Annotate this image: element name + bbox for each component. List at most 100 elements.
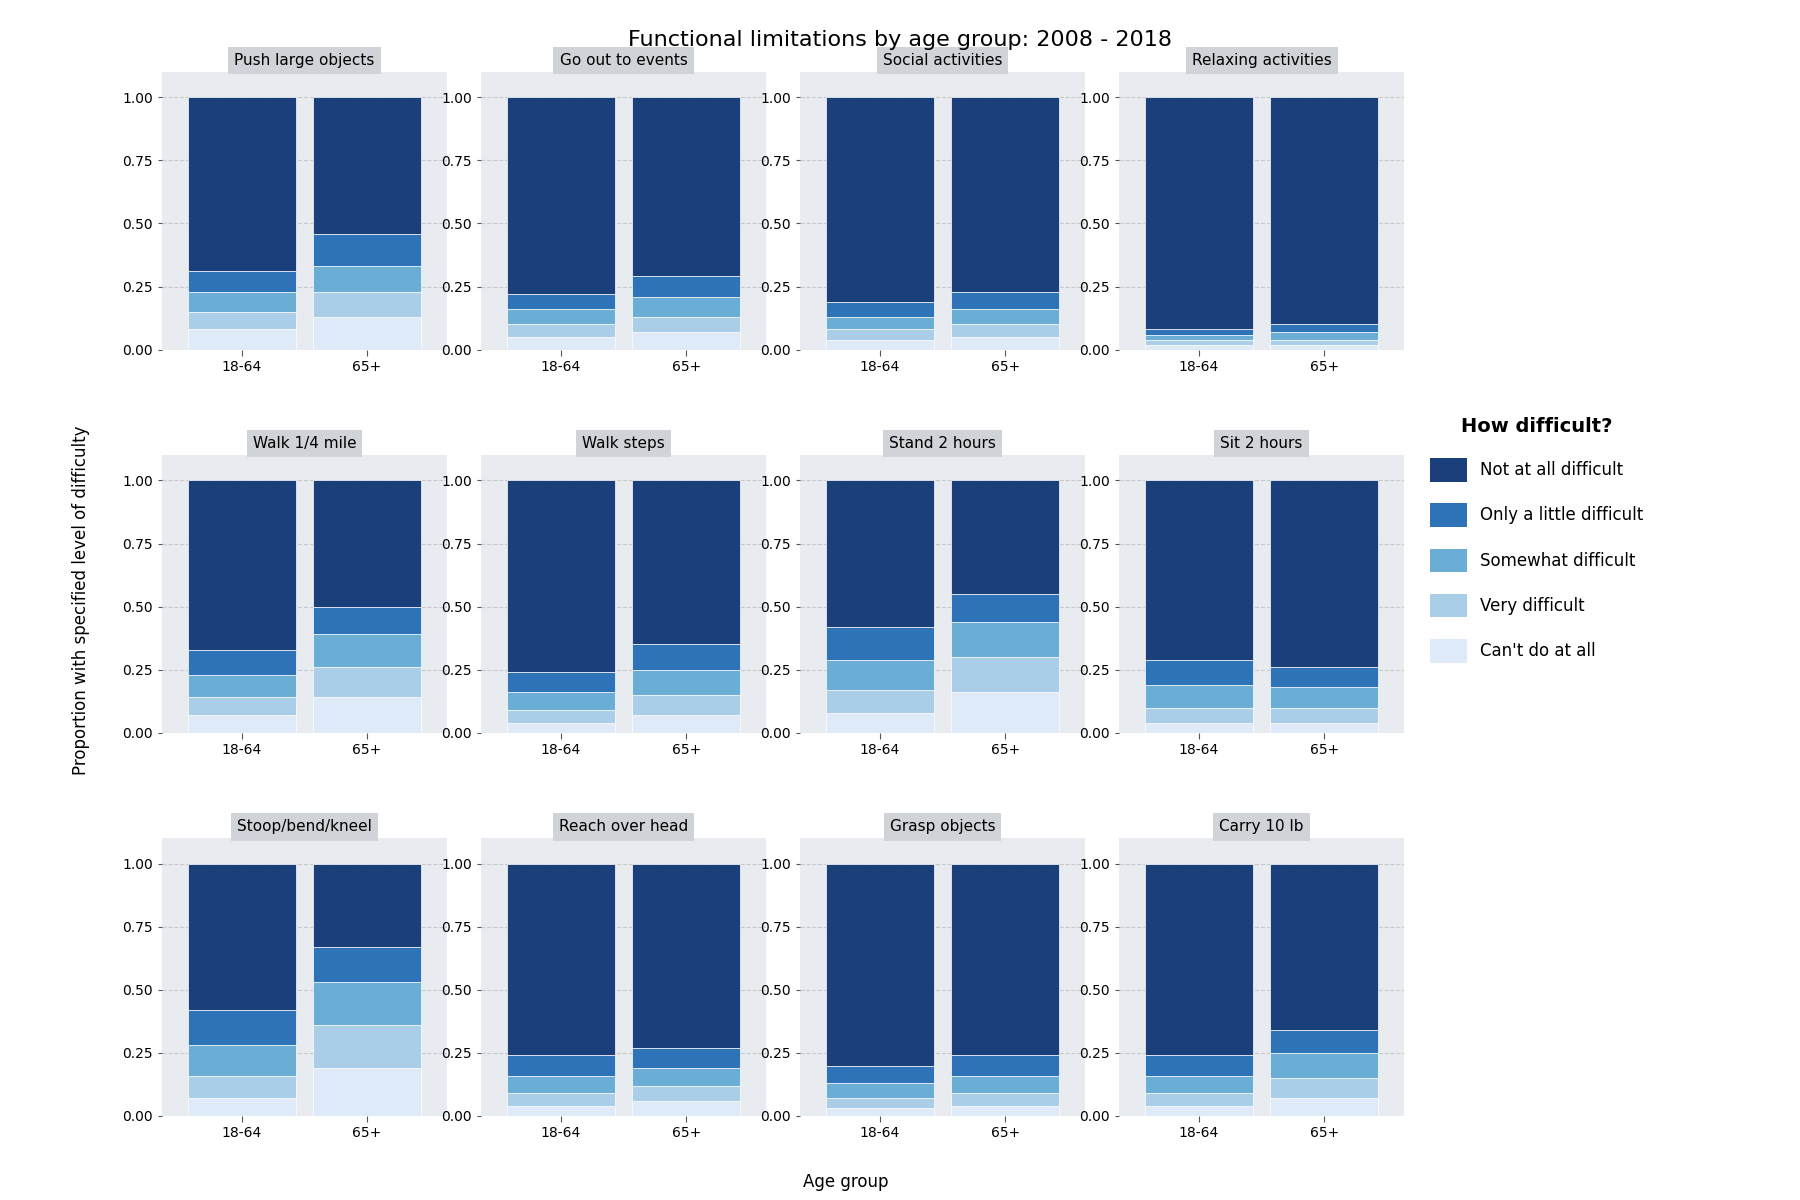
Bar	[187, 1010, 295, 1045]
Bar	[1145, 344, 1253, 349]
Bar	[950, 1075, 1060, 1093]
Bar	[826, 713, 934, 733]
Title: Walk steps: Walk steps	[581, 437, 664, 451]
Bar	[506, 337, 616, 349]
Bar	[950, 1093, 1060, 1106]
Bar	[950, 1056, 1060, 1075]
Bar	[313, 983, 421, 1025]
Title: Grasp objects: Grasp objects	[889, 820, 995, 834]
Bar	[950, 692, 1060, 733]
Bar	[1271, 722, 1379, 733]
Bar	[313, 667, 421, 697]
Bar	[1145, 1056, 1253, 1075]
Bar	[632, 1048, 740, 1068]
Bar	[1145, 660, 1253, 685]
Bar	[506, 1075, 616, 1093]
Bar	[1145, 708, 1253, 722]
Bar	[632, 1068, 740, 1086]
Title: Stoop/bend/kneel: Stoop/bend/kneel	[238, 820, 373, 834]
Text: Age group: Age group	[803, 1174, 889, 1190]
Bar	[950, 1106, 1060, 1116]
Bar	[632, 317, 740, 332]
Bar	[950, 594, 1060, 622]
Title: Carry 10 lb: Carry 10 lb	[1219, 820, 1303, 834]
Title: Go out to events: Go out to events	[560, 53, 688, 68]
Bar	[632, 276, 740, 296]
Bar	[826, 330, 934, 340]
Bar	[187, 1045, 295, 1075]
Bar	[826, 1084, 934, 1098]
Title: Push large objects: Push large objects	[234, 53, 374, 68]
Bar	[826, 317, 934, 330]
Bar	[1145, 1075, 1253, 1093]
Bar	[187, 864, 295, 1010]
Bar	[826, 626, 934, 660]
Bar	[1145, 864, 1253, 1056]
Title: Sit 2 hours: Sit 2 hours	[1220, 437, 1303, 451]
Bar	[187, 312, 295, 330]
Bar	[632, 670, 740, 695]
Bar	[313, 607, 421, 635]
Bar	[1271, 344, 1379, 349]
Title: Social activities: Social activities	[882, 53, 1003, 68]
Bar	[950, 337, 1060, 349]
Legend: Not at all difficult, Only a little difficult, Somewhat difficult, Very difficul: Not at all difficult, Only a little diff…	[1431, 418, 1643, 662]
Bar	[187, 292, 295, 312]
Bar	[632, 644, 740, 670]
Bar	[313, 1025, 421, 1068]
Bar	[1145, 685, 1253, 708]
Bar	[826, 864, 934, 1066]
Bar	[506, 722, 616, 733]
Bar	[313, 635, 421, 667]
Bar	[1145, 335, 1253, 340]
Bar	[187, 1075, 295, 1098]
Bar	[313, 1068, 421, 1116]
Bar	[1271, 864, 1379, 1030]
Bar	[187, 715, 295, 733]
Bar	[950, 658, 1060, 692]
Bar	[1271, 332, 1379, 340]
Bar	[1271, 708, 1379, 722]
Bar	[950, 310, 1060, 324]
Bar	[1145, 480, 1253, 660]
Bar	[506, 480, 616, 672]
Bar	[826, 1098, 934, 1109]
Bar	[187, 330, 295, 349]
Title: Walk 1/4 mile: Walk 1/4 mile	[252, 437, 356, 451]
Bar	[1271, 340, 1379, 344]
Bar	[632, 480, 740, 644]
Bar	[506, 294, 616, 310]
Bar	[826, 1066, 934, 1084]
Bar	[1145, 1106, 1253, 1116]
Title: Reach over head: Reach over head	[558, 820, 688, 834]
Bar	[826, 97, 934, 301]
Bar	[950, 292, 1060, 310]
Bar	[506, 1093, 616, 1106]
Bar	[1271, 1030, 1379, 1052]
Bar	[826, 480, 934, 626]
Bar	[632, 1100, 740, 1116]
Bar	[506, 1056, 616, 1075]
Bar	[950, 480, 1060, 594]
Bar	[506, 672, 616, 692]
Bar	[632, 296, 740, 317]
Bar	[1145, 1093, 1253, 1106]
Bar	[1271, 1078, 1379, 1098]
Bar	[313, 97, 421, 234]
Bar	[506, 864, 616, 1056]
Bar	[506, 324, 616, 337]
Title: Stand 2 hours: Stand 2 hours	[889, 437, 995, 451]
Bar	[632, 332, 740, 349]
Bar	[950, 622, 1060, 658]
Bar	[1271, 324, 1379, 332]
Bar	[1271, 688, 1379, 708]
Text: Proportion with specified level of difficulty: Proportion with specified level of diffi…	[72, 425, 90, 775]
Bar	[313, 480, 421, 607]
Bar	[632, 695, 740, 715]
Bar	[187, 674, 295, 697]
Bar	[313, 292, 421, 317]
Bar	[313, 266, 421, 292]
Bar	[1145, 330, 1253, 335]
Title: Relaxing activities: Relaxing activities	[1192, 53, 1332, 68]
Bar	[632, 1086, 740, 1100]
